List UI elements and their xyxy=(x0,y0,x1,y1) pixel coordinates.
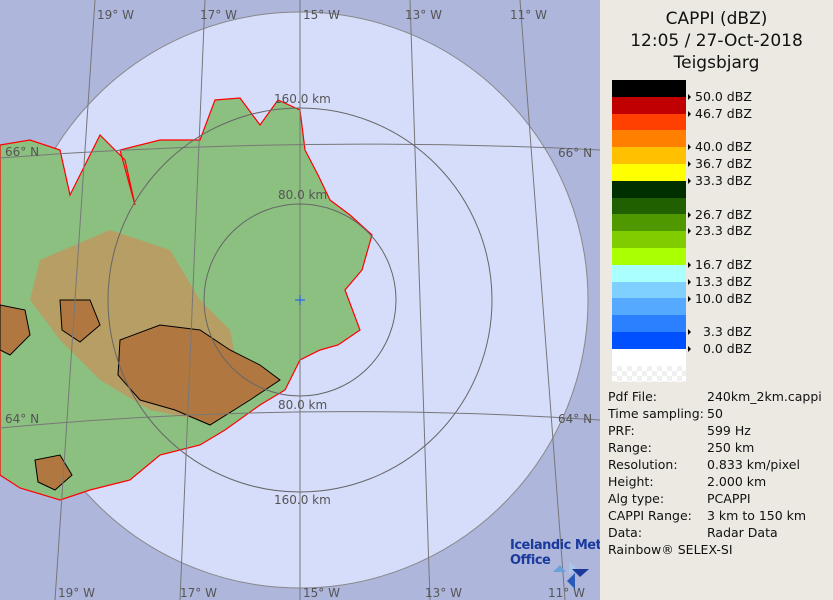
info-value: 3 km to 150 km xyxy=(707,508,807,523)
legend-label: 13.3 dBZ xyxy=(688,274,752,289)
ring-label: 80.0 km xyxy=(278,398,327,412)
lon-label: 11° W xyxy=(548,586,585,600)
info-key: Data: xyxy=(608,525,643,540)
lon-label: 19° W xyxy=(58,586,95,600)
radar-site-marker xyxy=(295,295,305,305)
info-value: 2.000 km xyxy=(707,474,767,489)
info-value: 0.833 km/pixel xyxy=(707,457,800,472)
legend-swatch xyxy=(612,264,686,282)
legend-swatch xyxy=(612,348,686,366)
legend-swatch xyxy=(612,96,686,114)
lon-label: 17° W xyxy=(200,8,237,22)
credit: Rainbow® SELEX-SI xyxy=(608,542,733,557)
lon-label: 15° W xyxy=(303,8,340,22)
imo-logo-icon xyxy=(553,562,589,589)
lon-label: 13° W xyxy=(425,586,462,600)
product-title: CAPPI (dBZ) xyxy=(665,9,768,29)
legend-label: 46.7 dBZ xyxy=(688,106,752,121)
legend-label: 40.0 dBZ xyxy=(688,139,752,154)
info-key: Pdf File: xyxy=(608,389,657,404)
legend-nodata-swatch xyxy=(612,365,686,382)
info-key: Alg type: xyxy=(608,491,665,506)
station-name: Teigsbjarg xyxy=(673,53,760,73)
product-info: Pdf File: 240km_2km.cappi Time sampling: 50… xyxy=(608,388,822,541)
info-key: CAPPI Range: xyxy=(608,508,692,523)
info-key: Resolution: xyxy=(608,457,678,472)
info-row: Resolution: 0.833 km/pixel xyxy=(608,456,822,473)
legend-label: 36.7 dBZ xyxy=(688,156,752,171)
info-value: Radar Data xyxy=(707,525,778,540)
info-row: Alg type: PCAPPI xyxy=(608,490,822,507)
info-value: 50 xyxy=(707,406,723,421)
info-key: Time sampling: xyxy=(608,406,704,421)
lon-label: 19° W xyxy=(97,8,134,22)
logo-text: Office xyxy=(510,553,551,568)
info-row: Height: 2.000 km xyxy=(608,473,822,490)
info-key: Height: xyxy=(608,474,654,489)
legend-swatch xyxy=(612,147,686,165)
legend-swatch xyxy=(612,197,686,215)
legend-swatch xyxy=(612,315,686,333)
imo-logo: Icelandic Met Office xyxy=(510,538,602,568)
ring-label: 160.0 km xyxy=(274,92,331,106)
legend-label: 16.7 dBZ xyxy=(688,257,752,272)
logo-text: Icelandic Met xyxy=(510,538,602,553)
info-row: Pdf File: 240km_2km.cappi xyxy=(608,388,822,405)
legend-swatch xyxy=(612,180,686,198)
info-row: Data: Radar Data xyxy=(608,524,822,541)
lon-label: 17° W xyxy=(180,586,217,600)
info-value: PCAPPI xyxy=(707,491,751,506)
legend-swatch xyxy=(612,214,686,232)
lat-label: 64° N xyxy=(558,412,592,426)
info-key: Range: xyxy=(608,440,652,455)
info-row: CAPPI Range: 3 km to 150 km xyxy=(608,507,822,524)
radar-map[interactable]: 19° W 17° W 15° W 13° W 11° W 19° W 17° … xyxy=(0,0,600,600)
legend-label: 0.0 dBZ xyxy=(688,341,752,356)
info-row: Time sampling: 50 xyxy=(608,405,822,422)
info-key: PRF: xyxy=(608,423,635,438)
lat-label: 66° N xyxy=(5,145,39,159)
legend-swatch xyxy=(612,298,686,316)
info-value: 599 Hz xyxy=(707,423,751,438)
legend-label: 26.7 dBZ xyxy=(688,207,752,222)
info-value: 250 km xyxy=(707,440,755,455)
info-panel: CAPPI (dBZ) 12:05 / 27-Oct-2018 Teigsbja… xyxy=(600,0,833,600)
legend-swatch xyxy=(612,80,686,97)
legend-swatch xyxy=(612,332,686,349)
legend-swatch xyxy=(612,164,686,181)
info-value: 240km_2km.cappi xyxy=(707,389,822,404)
legend-swatch xyxy=(612,281,686,299)
lat-label: 66° N xyxy=(558,146,592,160)
legend-swatch xyxy=(612,231,686,249)
range-rings xyxy=(107,107,493,493)
legend-label: 33.3 dBZ xyxy=(688,173,752,188)
info-row: PRF: 599 Hz xyxy=(608,422,822,439)
legend-swatch xyxy=(612,248,686,265)
timestamp: 12:05 / 27-Oct-2018 xyxy=(630,31,803,51)
legend-label: 3.3 dBZ xyxy=(688,324,752,339)
legend-swatch xyxy=(612,113,686,131)
legend-label: 10.0 dBZ xyxy=(688,291,752,306)
legend-label: 50.0 dBZ xyxy=(688,89,752,104)
legend-label: 23.3 dBZ xyxy=(688,223,752,238)
lon-label: 11° W xyxy=(510,8,547,22)
info-row: Range: 250 km xyxy=(608,439,822,456)
iceland-land xyxy=(0,97,373,501)
legend-swatch xyxy=(612,130,686,148)
lon-label: 13° W xyxy=(405,8,442,22)
ring-label: 160.0 km xyxy=(274,493,331,507)
lat-label: 64° N xyxy=(5,412,39,426)
lon-label: 15° W xyxy=(303,586,340,600)
ring-label: 80.0 km xyxy=(278,188,327,202)
